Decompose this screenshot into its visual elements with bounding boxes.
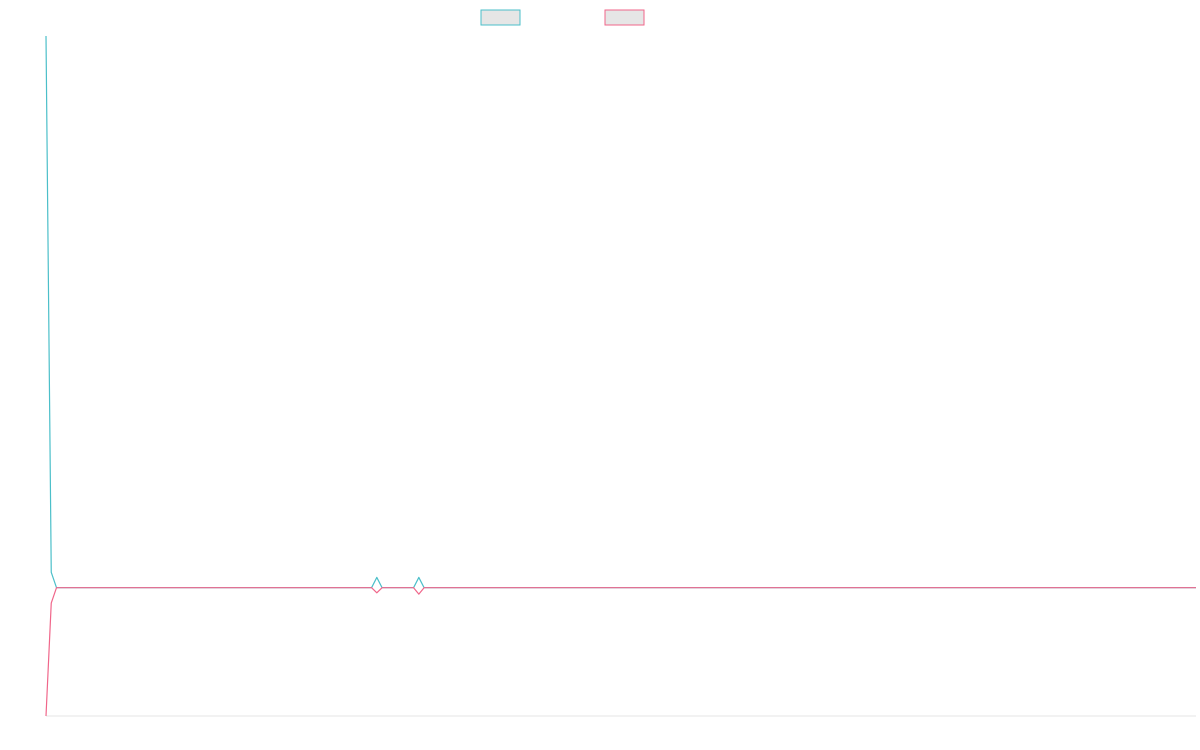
series-layer	[45, 35, 1196, 717]
legend-swatch-2[interactable]	[604, 9, 645, 26]
legend	[480, 9, 645, 26]
series-line-2	[45, 587, 1196, 717]
legend-swatch-1[interactable]	[480, 9, 521, 26]
plot-area	[45, 35, 1196, 717]
series-line-1	[45, 35, 1196, 589]
